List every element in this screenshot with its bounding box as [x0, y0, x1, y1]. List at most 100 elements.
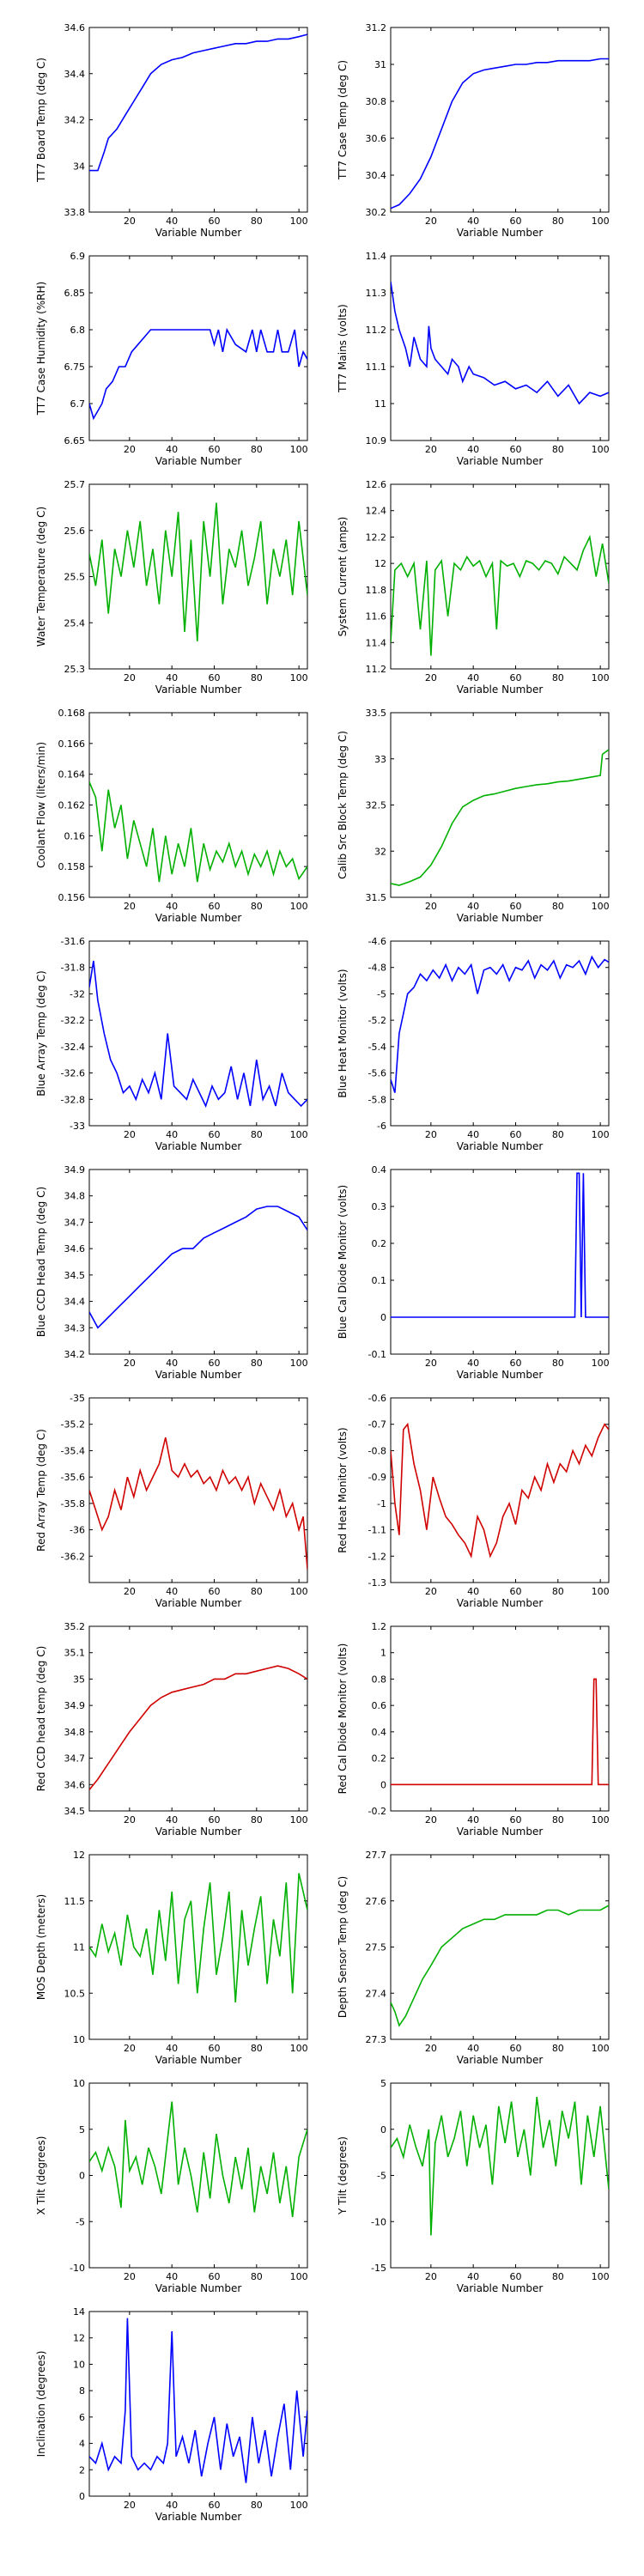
- y-tick-label: 2: [79, 2464, 85, 2476]
- y-tick-label: 25.5: [64, 572, 86, 583]
- y-axis-label: TT7 Case Humidity (%RH): [35, 282, 47, 416]
- x-tick-label: 100: [592, 1129, 610, 1140]
- x-tick-label: 100: [592, 901, 610, 912]
- x-tick-label: 60: [509, 1358, 521, 1369]
- y-axis-label: Red Cal Diode Monitor (volts): [337, 1643, 349, 1795]
- y-tick-label: 34.4: [64, 1297, 86, 1308]
- plot-frame: [390, 255, 610, 441]
- x-tick-label: 20: [124, 444, 136, 455]
- x-tick-label: 40: [166, 216, 178, 227]
- x-tick-label: 40: [467, 2271, 479, 2282]
- y-tick-label: -15: [371, 2263, 386, 2274]
- x-tick-label: 80: [552, 2043, 564, 2054]
- y-tick-label: -0.6: [368, 1393, 386, 1404]
- plot-frame: [390, 1397, 610, 1583]
- x-tick-label: 40: [467, 444, 479, 455]
- y-tick-label: 34.9: [64, 1700, 86, 1711]
- plot-frame: [88, 940, 308, 1127]
- chart-panel-0: 20 40 60 80 100 33.8 34 34.2 34.4 34.6 Variable Nu…: [35, 22, 308, 239]
- y-tick-label: -33: [70, 1121, 85, 1132]
- y-tick-label: 11.5: [64, 1896, 86, 1907]
- chart-panel-11: 20 40 60 80 100 -0.1 0 0.1 0.2 0.3 0.4 Variable Num…: [337, 1164, 610, 1381]
- x-tick-label: 80: [552, 1358, 564, 1369]
- y-tick-label: 30.6: [366, 133, 387, 144]
- x-tick-label: 60: [208, 216, 220, 227]
- y-tick-label: 0.2: [372, 1753, 387, 1765]
- x-axis-label: Variable Number: [457, 2054, 544, 2066]
- y-tick-label: 10: [73, 2078, 85, 2089]
- chart-panel-19: 20 40 60 80 100 -15 -10 -5 0 5 Variable Number Y Ti…: [337, 2078, 610, 2294]
- y-tick-label: 0.2: [372, 1238, 387, 1249]
- series-line: [391, 955, 609, 1093]
- y-axis-label: Red Heat Monitor (volts): [337, 1427, 349, 1552]
- series-line: [89, 781, 307, 883]
- y-tick-label: 6.75: [64, 361, 86, 373]
- x-tick-label: 20: [425, 2043, 437, 2054]
- y-tick-label: 0.16: [64, 830, 86, 841]
- x-tick-label: 60: [509, 1129, 521, 1140]
- x-axis-label: Variable Number: [155, 1597, 242, 1609]
- y-tick-label: -36: [70, 1525, 85, 1536]
- x-tick-label: 40: [467, 216, 479, 227]
- x-axis-label: Variable Number: [457, 1597, 544, 1609]
- x-axis-label: Variable Number: [457, 1369, 544, 1381]
- y-tick-label: 34.2: [64, 1349, 86, 1360]
- x-tick-label: 60: [208, 1129, 220, 1140]
- x-tick-label: 80: [552, 444, 564, 455]
- y-axis-label: X Tilt (degrees): [35, 2136, 47, 2215]
- x-tick-label: 20: [124, 216, 136, 227]
- plot-frame: [390, 1854, 610, 2040]
- x-axis-label: Variable Number: [457, 227, 544, 239]
- x-tick-label: 80: [552, 216, 564, 227]
- y-tick-label: 11.1: [366, 361, 387, 373]
- x-tick-label: 80: [552, 901, 564, 912]
- x-tick-label: 60: [208, 1358, 220, 1369]
- y-tick-label: 34.5: [64, 1806, 86, 1817]
- y-tick-label: 34.8: [64, 1727, 86, 1738]
- x-axis-label: Variable Number: [155, 683, 242, 696]
- y-axis-label: Coolant Flow (liters/min): [35, 742, 47, 868]
- y-tick-label: 5: [380, 2078, 386, 2089]
- x-tick-label: 100: [592, 444, 610, 455]
- y-tick-label: 10: [73, 2034, 85, 2045]
- y-tick-label: 34.6: [64, 1779, 86, 1790]
- x-tick-label: 80: [552, 1586, 564, 1597]
- y-tick-label: 0: [380, 1779, 386, 1790]
- x-tick-label: 100: [290, 1586, 308, 1597]
- y-tick-label: 0: [79, 2171, 85, 2182]
- x-axis-label: Variable Number: [457, 683, 544, 696]
- y-tick-label: 25.6: [64, 526, 86, 537]
- y-tick-label: 31: [374, 59, 386, 70]
- y-tick-label: 32: [374, 846, 386, 857]
- series-line: [89, 502, 307, 641]
- chart-panel-16: 20 40 60 80 100 10 10.5 11 11.5 12 Variable Number…: [35, 1850, 308, 2066]
- x-tick-label: 40: [467, 1129, 479, 1140]
- x-tick-label: 80: [552, 672, 564, 683]
- y-axis-label: Red CCD head temp (deg C): [35, 1646, 47, 1792]
- y-tick-label: 30.4: [366, 170, 387, 181]
- y-axis-label: Blue CCD Head Temp (deg C): [35, 1187, 47, 1337]
- y-tick-label: 14: [73, 2306, 85, 2318]
- y-tick-label: 33: [374, 754, 386, 765]
- series-line: [89, 1206, 307, 1329]
- y-tick-label: 6.65: [64, 435, 86, 447]
- y-tick-label: -31.8: [61, 963, 85, 974]
- x-axis-label: Variable Number: [155, 1826, 242, 1838]
- x-tick-label: 100: [290, 1129, 308, 1140]
- x-tick-label: 60: [509, 2271, 521, 2282]
- y-tick-label: -32: [70, 988, 85, 999]
- x-axis-label: Variable Number: [457, 455, 544, 467]
- x-tick-label: 20: [425, 1814, 437, 1826]
- y-tick-label: 0: [79, 2491, 85, 2502]
- y-tick-label: 35.2: [64, 1621, 86, 1632]
- x-tick-label: 20: [124, 672, 136, 683]
- y-tick-label: 11: [73, 1942, 85, 1953]
- y-tick-label: 11: [374, 398, 386, 410]
- y-tick-label: 34.7: [64, 1217, 86, 1228]
- series-line: [391, 1172, 609, 1318]
- y-tick-label: 4: [79, 2439, 85, 2450]
- series-line: [391, 534, 609, 656]
- chart-panel-9: 20 40 60 80 100 -6 -5.8 -5.6 -5.4 -5.2 -5 -4.8 -4.6 V…: [337, 936, 610, 1152]
- y-tick-label: 0.166: [58, 738, 86, 750]
- x-axis-label: Variable Number: [155, 2054, 242, 2066]
